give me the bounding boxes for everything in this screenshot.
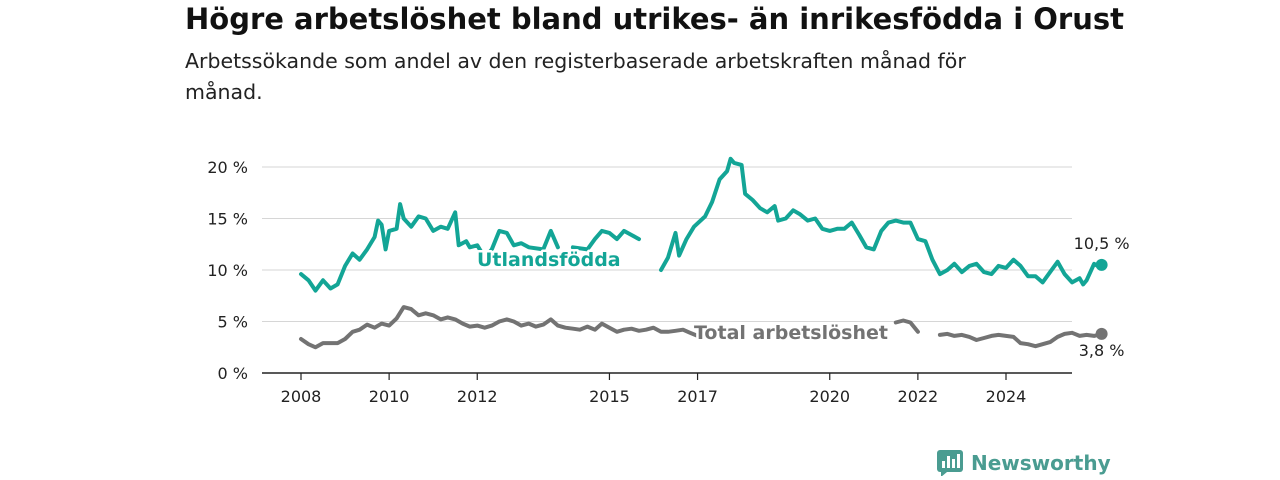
newsworthy-logo-icon: [937, 450, 963, 476]
series-end-point: [1095, 258, 1108, 271]
series-name-utlandsfodda: Utlandsfödda: [477, 249, 621, 271]
series-line-utlandsfodda: [299, 156, 1104, 293]
x-tick-label: 2015: [589, 387, 630, 406]
x-tick-label: 2022: [898, 387, 939, 406]
line-chart: 0 %5 %10 %15 %20 % 2008 2010 2012 2015 2017 2…: [207, 156, 1133, 406]
x-axis: 2008 2010 2012 2015 2017 2020 2022 2024: [281, 373, 1027, 406]
y-gridlines: [262, 166, 1072, 374]
x-tick-label: 2012: [457, 387, 498, 406]
x-tick-label: 2020: [809, 387, 850, 406]
newsworthy-logo: Newsworthy: [937, 448, 1111, 478]
x-tick-label: 2024: [986, 387, 1027, 406]
y-tick-label: 0 %: [218, 364, 248, 383]
series-name-total: Total arbetslöshet: [694, 322, 888, 344]
y-tick-label: 20 %: [207, 158, 248, 177]
series-foreign: [299, 156, 1108, 293]
y-axis-labels: 0 % 5 % 10 % 15 % 20 %: [207, 158, 248, 383]
series-labels: Utlandsfödda Total arbetslöshet 10,5 % 3,8 …: [475, 231, 1133, 362]
series-line-total: [299, 305, 1104, 350]
brand-name: Newsworthy: [971, 451, 1111, 475]
x-tick-label: 2017: [677, 387, 718, 406]
x-tick-label: 2010: [369, 387, 410, 406]
x-tick-label: 2008: [281, 387, 322, 406]
chart-subtitle: Arbetssökande som andel av den registerb…: [185, 49, 966, 104]
end-label-total: 3,8 %: [1079, 341, 1125, 360]
y-tick-label: 5 %: [218, 313, 248, 332]
end-label-utlandsfodda: 10,5 %: [1074, 234, 1130, 253]
chart-title: Högre arbetslöshet bland utrikes- än inr…: [185, 2, 1124, 36]
series-end-point: [1095, 327, 1108, 340]
y-tick-label: 15 %: [207, 210, 248, 229]
series-total: [299, 305, 1108, 350]
y-tick-label: 10 %: [207, 261, 248, 280]
